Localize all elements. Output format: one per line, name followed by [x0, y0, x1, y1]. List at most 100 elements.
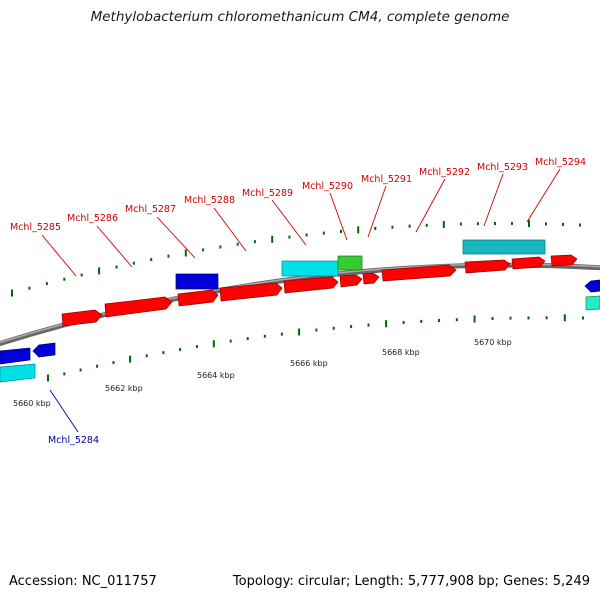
gene-arrow-mchl-5292[interactable]	[381, 264, 457, 282]
gene-arrow-reverse-2[interactable]	[32, 342, 56, 358]
gene-arrow-mchl-5295[interactable]	[550, 254, 578, 267]
gene-label-mchl-5289[interactable]: Mchl_5289	[242, 188, 293, 199]
feature-box-cyan-reverse-1[interactable]	[0, 363, 36, 383]
outer-tick-11	[202, 248, 205, 252]
outer-tick-15	[271, 235, 274, 243]
feature-box-cyan-5290[interactable]	[281, 260, 339, 277]
gene-box-mchl-5287[interactable]	[175, 273, 219, 290]
inner-tick-21	[402, 321, 405, 324]
genome-info-label: Topology: circular; Length: 5,777,908 bp…	[232, 574, 590, 589]
gene-arrow-mchl-5290[interactable]	[283, 276, 339, 294]
connector-mchl-5288	[213, 207, 247, 252]
accession-label: Accession: NC_011757	[9, 574, 157, 589]
feature-box-cyan-reverse-2[interactable]	[585, 295, 600, 311]
gene-arrow-mchl-5293[interactable]	[464, 259, 511, 274]
inner-tick-19	[367, 323, 370, 327]
connector-mchl-5286	[96, 225, 133, 268]
outer-tick-8	[150, 258, 153, 262]
scale-label-5664: 5664 kbp	[197, 371, 235, 380]
gene-arrow-mchl-5294[interactable]	[511, 256, 546, 270]
scale-labels: 5660 kbp 5662 kbp 5664 kbp 5666 kbp 5668…	[13, 338, 512, 408]
outer-tick-26	[459, 222, 462, 226]
outer-tick-33	[579, 223, 581, 227]
connector-mchl-5292	[415, 178, 446, 233]
connector-mchl-5291	[367, 185, 387, 238]
feature-box-teal-5293[interactable]	[462, 239, 546, 255]
scale-label-5662: 5662 kbp	[105, 384, 143, 393]
inner-tick-2	[79, 368, 82, 372]
outer-tick-7	[132, 261, 135, 265]
feature-box-green-5290[interactable]	[337, 255, 363, 271]
connector-mchl-5293	[483, 173, 504, 227]
inner-tick-31	[582, 316, 584, 320]
inner-tick-5	[129, 355, 132, 363]
connector-mchl-5287	[156, 216, 196, 259]
gene-arrow-mchl-5289[interactable]	[219, 282, 283, 302]
inner-tick-3	[96, 364, 99, 368]
inner-tick-23	[438, 319, 440, 322]
outer-tick-25	[442, 221, 445, 229]
inner-tick-14	[280, 332, 283, 336]
inner-tick-4	[112, 361, 115, 365]
inner-tick-10	[212, 340, 215, 348]
inner-tick-26	[491, 317, 494, 320]
gene-label-mchl-5291[interactable]: Mchl_5291	[361, 174, 412, 185]
connector-mchl-5290	[329, 192, 348, 241]
map-title: Methylobacterium chloromethanicum CM4, c…	[90, 9, 510, 25]
gene-arrow-reverse-1[interactable]	[0, 347, 31, 365]
outer-tick-4	[80, 273, 83, 277]
outer-tick-3	[63, 277, 66, 281]
gene-arrow-mchl-5292a[interactable]	[362, 272, 380, 285]
gene-arrow-mchl-5288[interactable]	[177, 289, 219, 307]
inner-tick-1	[63, 372, 66, 376]
outer-tick-27	[476, 222, 479, 226]
gene-label-mchl-5292[interactable]: Mchl_5292	[419, 167, 470, 178]
gene-arrow-mchl-5291[interactable]	[339, 274, 363, 288]
inner-tick-27	[509, 316, 512, 320]
outer-tick-13	[236, 242, 239, 246]
outer-tick-14	[253, 240, 256, 244]
outer-tick-30	[528, 220, 530, 228]
outer-tick-5	[98, 267, 101, 275]
outer-tick-12	[219, 245, 222, 249]
gene-label-mchl-5293[interactable]: Mchl_5293	[477, 162, 528, 173]
inner-tick-18	[350, 325, 353, 329]
gene-label-mchl-5287[interactable]: Mchl_5287	[125, 204, 176, 215]
scale-label-5660: 5660 kbp	[13, 399, 51, 408]
outer-tick-1	[28, 286, 31, 290]
outer-tick-0	[11, 289, 13, 297]
connector-mchl-5284	[49, 389, 79, 433]
gene-label-mchl-5285[interactable]: Mchl_5285	[10, 222, 61, 233]
inner-tick-12	[246, 337, 249, 341]
outer-tick-24	[425, 223, 428, 227]
gene-label-mchl-5284[interactable]: Mchl_5284	[48, 435, 99, 446]
gene-label-mchl-5286[interactable]: Mchl_5286	[67, 213, 118, 224]
outer-tick-track	[11, 220, 581, 297]
inner-tick-track	[47, 314, 584, 382]
outer-tick-23	[408, 224, 411, 228]
outer-tick-29	[511, 221, 513, 225]
gene-label-mchl-5290[interactable]: Mchl_5290	[302, 181, 353, 192]
gene-label-mchl-5294[interactable]: Mchl_5294	[535, 157, 586, 168]
inner-tick-25	[473, 315, 476, 323]
inner-tick-15	[298, 328, 301, 336]
inner-tick-0	[47, 374, 49, 382]
inner-tick-28	[527, 316, 530, 320]
scale-label-5666: 5666 kbp	[290, 359, 328, 368]
gene-arrow-reverse-3[interactable]	[584, 279, 600, 293]
connector-mchl-5294	[526, 168, 561, 223]
gene-arrow-mchl-5286[interactable]	[104, 296, 173, 318]
connector-mchl-5289	[271, 199, 307, 246]
inner-tick-29	[545, 316, 548, 320]
gene-label-mchl-5288[interactable]: Mchl_5288	[184, 195, 235, 206]
outer-tick-17	[305, 233, 308, 237]
inner-tick-17	[332, 326, 335, 330]
inner-tick-7	[162, 351, 165, 355]
gene-arrow-mchl-5285[interactable]	[61, 309, 103, 327]
inner-tick-16	[315, 328, 318, 332]
outer-tick-31	[545, 222, 547, 226]
inner-tick-11	[229, 339, 232, 343]
outer-tick-28	[494, 222, 496, 225]
outer-tick-22	[391, 225, 394, 229]
